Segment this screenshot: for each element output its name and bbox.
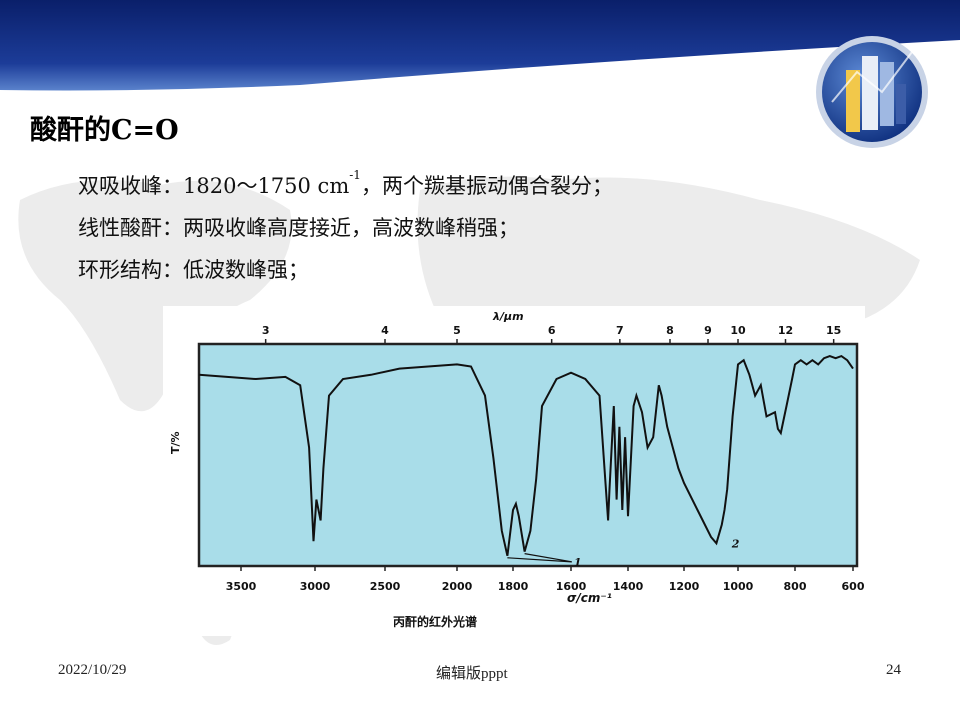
bullet-cyclic-structure: 环形结构：低波数峰强； — [78, 258, 309, 282]
bar-chart-logo-icon — [816, 36, 928, 148]
x-tick-label: 1400 — [613, 580, 644, 593]
header-band — [0, 0, 960, 91]
footer-page-number: 24 — [886, 662, 901, 678]
spectrum-trace — [198, 354, 854, 557]
x-tick-label: 600 — [842, 580, 865, 593]
top-tick-label: 5 — [453, 324, 461, 337]
slide-title: 酸酐的C=O — [30, 115, 179, 146]
x-tick-label: 3000 — [300, 580, 331, 593]
top-axis-label: λ/μm — [492, 310, 524, 323]
x-tick-label: 2000 — [442, 580, 473, 593]
bullet-linear-anhydride: 线性酸酐：两吸收峰高度接近，高波数峰稍强； — [78, 216, 519, 240]
x-tick-label: 2500 — [370, 580, 401, 593]
bullet-double-absorption: 双吸收峰：1820～1750 cm-1，两个羰基振动偶合裂分； — [78, 168, 613, 200]
x-tick-label: 1000 — [723, 580, 754, 593]
top-tick-label: 3 — [262, 324, 270, 337]
footer-date: 2022/10/29 — [58, 662, 127, 678]
top-tick-label: 12 — [778, 324, 793, 337]
x-axis-label: σ/cm⁻¹ — [567, 591, 612, 605]
plot-area — [197, 342, 859, 568]
top-tick-label: 4 — [381, 324, 389, 337]
footer-center-text: 编辑版pppt — [436, 666, 508, 682]
chart-title: 丙酐的红外光谱 — [393, 614, 477, 629]
top-tick-label: 9 — [704, 324, 712, 337]
peak-annotation-2: 2 — [731, 537, 740, 550]
peak-annotation-1-leader — [507, 553, 572, 563]
x-tick-label: 1200 — [669, 580, 700, 593]
top-tick-label: 10 — [730, 324, 746, 337]
x-tick-label: 1600 — [556, 580, 587, 593]
peak-annotation-1: 1 — [574, 556, 582, 569]
bullet-text-post: ，两个羰基振动偶合裂分； — [360, 174, 613, 198]
bullet-text-pre: 双吸收峰：1820～1750 cm — [78, 174, 350, 198]
top-tick-label: 15 — [826, 324, 841, 337]
bullet-superscript: -1 — [349, 168, 361, 182]
ir-spectrum-chart: λ/μm T/% σ/cm⁻¹ 丙酐的红外光谱 1 2 3 4 5 6 7 8 9 10 12 1… — [163, 306, 865, 636]
x-tick-label: 1800 — [498, 580, 529, 593]
x-tick-label: 800 — [784, 580, 807, 593]
x-tick-label: 3500 — [226, 580, 257, 593]
top-tick-label: 6 — [548, 324, 556, 337]
top-tick-label: 8 — [666, 324, 674, 337]
top-tick-label: 7 — [616, 324, 624, 337]
y-axis-label: T/% — [169, 431, 182, 454]
